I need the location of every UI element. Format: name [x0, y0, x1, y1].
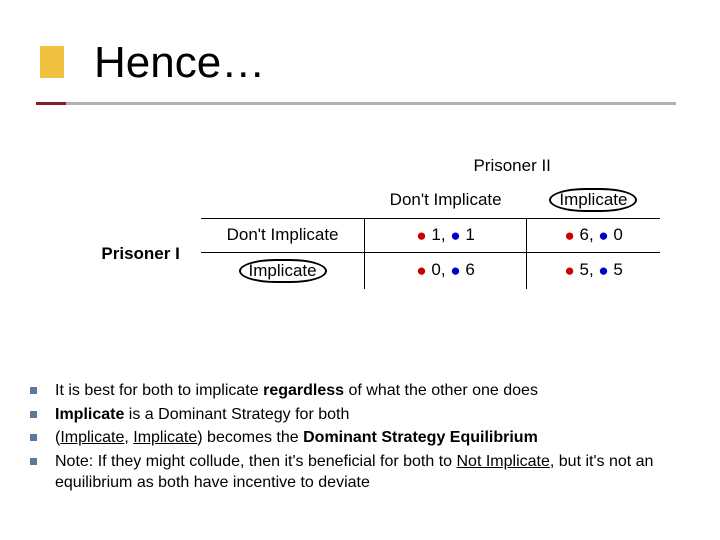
title-underline-maroon	[36, 102, 66, 105]
red-dot-icon: ●	[564, 261, 574, 281]
bullet-text-3: Note: If they might collude, then it's b…	[55, 451, 710, 494]
cell-1-1: ● 5, ● 5	[527, 252, 660, 289]
cell-0-1: ● 6, ● 0	[527, 219, 660, 253]
col-header-0: Don't Implicate	[364, 182, 527, 219]
bullet-icon	[30, 434, 37, 441]
blue-dot-icon: ●	[450, 261, 460, 281]
red-dot-icon: ●	[416, 261, 426, 281]
bullet-text-2: (Implicate, Implicate) becomes the Domin…	[55, 427, 710, 449]
row-header-1: Implicate	[201, 252, 364, 289]
bullet-icon	[30, 411, 37, 418]
bullet-icon	[30, 458, 37, 465]
bullet-text-1: Implicate is a Dominant Strategy for bot…	[55, 404, 710, 426]
blue-dot-icon: ●	[598, 261, 608, 281]
row-header-0: Don't Implicate	[201, 219, 364, 253]
slide-title: Hence…	[94, 38, 265, 88]
row-player-label: Prisoner I	[80, 219, 201, 289]
red-dot-icon: ●	[564, 226, 574, 246]
red-dot-icon: ●	[416, 226, 426, 246]
blue-dot-icon: ●	[450, 226, 460, 246]
cell-1-0: ● 0, ● 6	[364, 252, 527, 289]
list-item: Note: If they might collude, then it's b…	[30, 451, 710, 494]
bullet-text-0: It is best for both to implicate regardl…	[55, 380, 710, 402]
bullet-icon	[30, 387, 37, 394]
column-player-label: Prisoner II	[364, 150, 660, 182]
title-underline-gray	[36, 102, 676, 105]
payoff-table: Prisoner II Don't Implicate Implicate Pr…	[80, 150, 660, 289]
bullet-list: It is best for both to implicate regardl…	[30, 380, 710, 496]
list-item: It is best for both to implicate regardl…	[30, 380, 710, 402]
cell-0-0: ● 1, ● 1	[364, 219, 527, 253]
blue-dot-icon: ●	[598, 226, 608, 246]
list-item: (Implicate, Implicate) becomes the Domin…	[30, 427, 710, 449]
col-header-1: Implicate	[527, 182, 660, 219]
title-accent-square	[40, 46, 64, 78]
list-item: Implicate is a Dominant Strategy for bot…	[30, 404, 710, 426]
